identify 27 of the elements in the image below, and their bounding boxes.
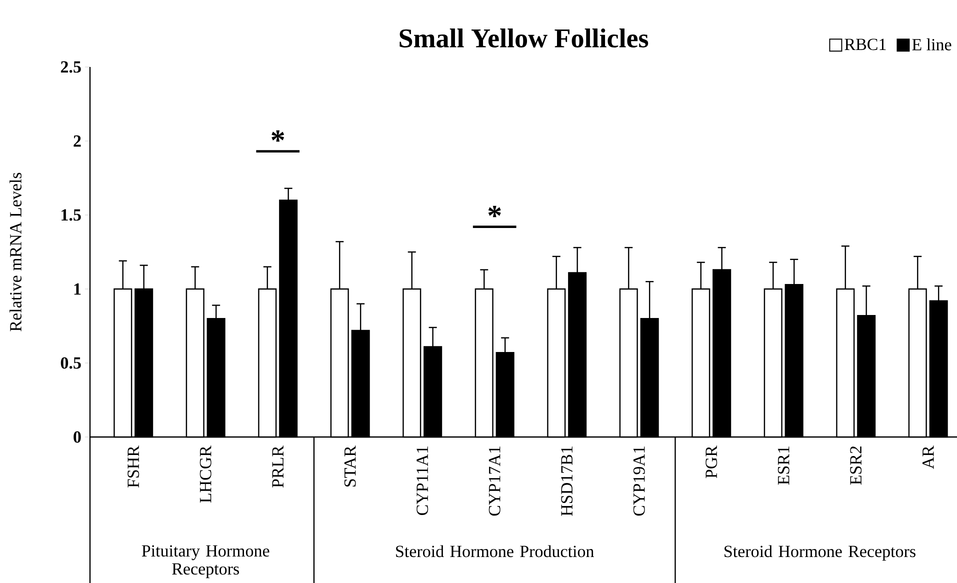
y-tick-label: 2 (74, 135, 81, 147)
x-tick-label: STAR (344, 446, 356, 486)
y-tick-label: 1.5 (62, 209, 81, 221)
text: Steroid Hormone Production (396, 545, 594, 558)
x-tick-label: CYP17A1 (488, 446, 500, 516)
x-tick-label: PGR (706, 446, 718, 478)
annotation: * (488, 206, 501, 218)
y-tick-label: 0 (74, 431, 81, 443)
x-tick-label: PRLR (272, 446, 284, 488)
y-tick-label: 0.5 (60, 357, 81, 369)
legend-label: E line (912, 38, 952, 50)
annotation: * (272, 130, 284, 142)
legend-label: RBC1 (844, 38, 886, 50)
text: Steroid Hormone Receptors (724, 545, 916, 561)
y-tick-label: 2.5 (60, 61, 81, 73)
y-axis-title: Relative mRNA Levels (10, 172, 22, 332)
y-tick-label: 1 (74, 283, 81, 295)
text: Pituitary Hormone Receptors (142, 545, 270, 578)
x-tick-label: AR (922, 446, 934, 469)
x-tick-label: HSD17B1 (561, 446, 573, 516)
x-tick-label: ESR1 (778, 446, 790, 485)
x-tick-label: LHCGR (200, 446, 212, 503)
chart-title: Small Yellow Follicles (400, 28, 648, 48)
x-tick-label: CYP11A1 (416, 446, 428, 516)
x-tick-label: FSHR (128, 446, 140, 488)
x-tick-label: CYP19A1 (633, 446, 645, 516)
x-tick-label: ESR2 (850, 446, 862, 485)
